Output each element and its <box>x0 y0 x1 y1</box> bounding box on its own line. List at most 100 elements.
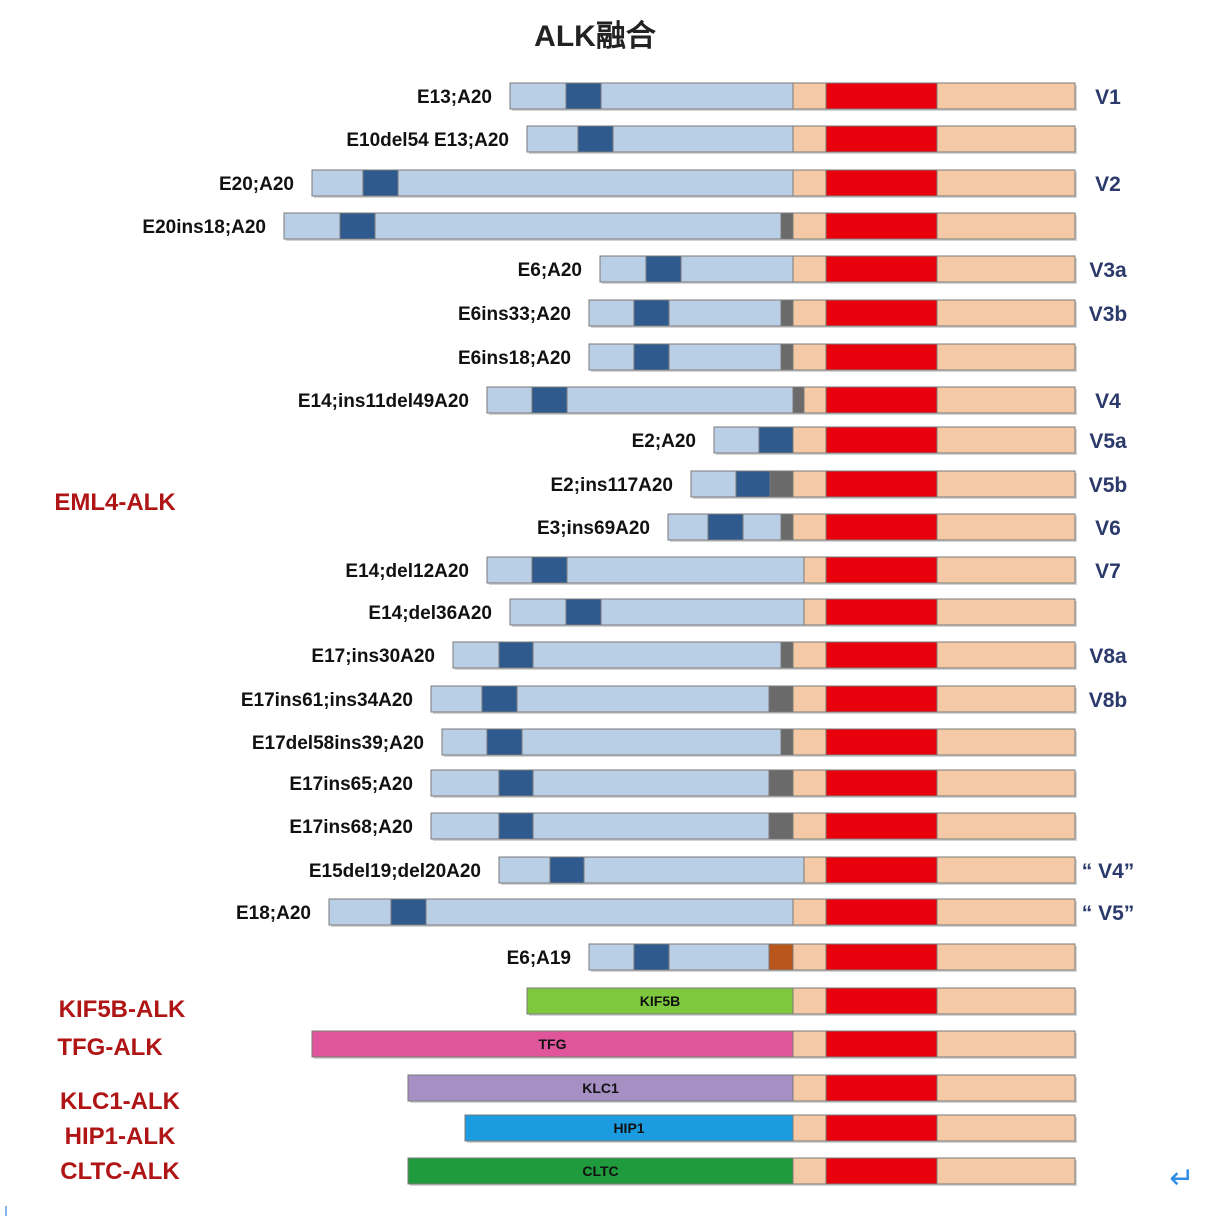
partner-label: CLTC <box>582 1163 618 1179</box>
coiled-coil-domain <box>531 386 568 414</box>
variant-label: V5b <box>1089 474 1128 497</box>
kinase-domain <box>825 299 938 327</box>
fusion-rows: E13;A20 V1 E10del54 E13;A20 E20;A20 V2 E20ins… <box>142 82 1134 1186</box>
alk-segment <box>936 943 1076 971</box>
insertion-segment <box>780 728 794 756</box>
partner-label: KLC1 <box>582 1080 619 1096</box>
coiled-coil-domain <box>531 556 568 584</box>
fusion-row: KIF5B <box>526 987 1077 1016</box>
fusion-row: E2;A20 V5a <box>632 426 1127 455</box>
alk-segment <box>936 898 1076 926</box>
alk-segment <box>936 728 1076 756</box>
alk-segment <box>936 685 1076 713</box>
coiled-coil-domain <box>565 598 602 626</box>
fusion-row: E10del54 E13;A20 <box>346 125 1077 154</box>
kinase-domain <box>825 1114 938 1142</box>
coiled-coil-domain <box>633 299 670 327</box>
alk-segment <box>936 641 1076 669</box>
coiled-coil-domain <box>707 513 744 541</box>
alk-segment <box>792 299 827 327</box>
kinase-domain <box>825 769 938 797</box>
alk-segment <box>936 299 1076 327</box>
group-label: CLTC-ALK <box>60 1158 180 1185</box>
partner-segment <box>588 343 794 371</box>
alk-segment <box>936 598 1076 626</box>
alk-segment <box>792 769 827 797</box>
fusion-row: E6;A19 <box>507 943 1077 972</box>
alk-segment <box>792 1157 827 1185</box>
coiled-coil-domain <box>498 812 534 840</box>
alk-segment <box>936 125 1076 153</box>
kinase-domain <box>825 641 938 669</box>
coiled-coil-domain <box>481 685 518 713</box>
kinase-domain <box>825 513 938 541</box>
alk-segment <box>803 556 827 584</box>
insertion-segment <box>768 812 794 840</box>
kinase-domain <box>825 898 938 926</box>
alk-segment <box>792 125 827 153</box>
fusion-row: E14;del12A20 V7 <box>345 556 1121 585</box>
partner-label: KIF5B <box>640 993 680 1009</box>
variant-label: V5a <box>1089 430 1127 453</box>
fusion-row: E14;del36A20 <box>368 598 1077 627</box>
group-label: TFG-ALK <box>57 1034 163 1061</box>
alk-segment <box>936 556 1076 584</box>
kinase-domain <box>825 943 938 971</box>
row-label: E14;del36A20 <box>368 603 492 624</box>
alk-segment <box>936 513 1076 541</box>
partner-segment <box>526 987 794 1015</box>
row-label: E17ins61;ins34A20 <box>241 690 413 711</box>
variant-label: V6 <box>1095 517 1121 540</box>
kinase-domain <box>825 169 938 197</box>
fusion-row: E18;A20 “ V5” <box>236 898 1134 927</box>
alk-segment <box>792 169 827 197</box>
kinase-domain <box>825 728 938 756</box>
insertion-segment <box>792 386 805 414</box>
fusion-row: CLTC <box>407 1157 1077 1186</box>
group-label: KLC1-ALK <box>60 1088 181 1115</box>
alk-segment <box>936 812 1076 840</box>
alk-segment <box>792 1114 827 1142</box>
kinase-domain <box>825 82 938 110</box>
fusion-row: E6ins33;A20 V3b <box>458 299 1128 328</box>
alk-segment <box>792 898 827 926</box>
kinase-domain <box>825 426 938 454</box>
row-label: E20;A20 <box>219 174 294 195</box>
alk-segment <box>792 470 827 498</box>
kinase-domain <box>825 212 938 240</box>
fusion-row: E6ins18;A20 <box>458 343 1077 372</box>
fusion-row: KLC1 <box>407 1074 1077 1103</box>
alk-segment <box>936 1074 1076 1102</box>
coiled-coil-domain <box>362 169 399 197</box>
partner-segment <box>526 125 794 153</box>
row-label: E2;ins117A20 <box>550 475 673 496</box>
kinase-domain <box>825 598 938 626</box>
coiled-coil-domain <box>486 728 523 756</box>
fusion-row: E2;ins117A20 V5b <box>550 470 1128 499</box>
fusion-row: TFG <box>311 1030 1077 1059</box>
coiled-coil-domain <box>577 125 614 153</box>
row-label: E18;A20 <box>236 903 311 924</box>
alk-segment <box>936 343 1076 371</box>
coiled-coil-domain <box>633 943 670 971</box>
coiled-coil-domain <box>758 426 794 454</box>
partner-segment <box>464 1114 794 1142</box>
kinase-domain <box>825 255 938 283</box>
kinase-domain <box>825 386 938 414</box>
insertion-segment <box>768 943 794 971</box>
fusion-row: E17ins61;ins34A20 V8b <box>241 685 1127 714</box>
coiled-coil-domain <box>498 769 534 797</box>
variant-label: V4 <box>1095 390 1121 413</box>
diagram-title: ALK融合 <box>534 19 656 53</box>
fusion-row: E17ins65;A20 <box>289 769 1077 798</box>
kinase-domain <box>825 1157 938 1185</box>
coiled-coil-domain <box>565 82 602 110</box>
alk-segment <box>792 1030 827 1058</box>
variant-label: V3b <box>1089 303 1128 326</box>
insertion-segment <box>768 685 794 713</box>
coiled-coil-domain <box>339 212 376 240</box>
partner-segment <box>311 1030 794 1058</box>
alk-segment <box>792 82 827 110</box>
partner-segment <box>430 769 794 797</box>
alk-segment <box>936 212 1076 240</box>
